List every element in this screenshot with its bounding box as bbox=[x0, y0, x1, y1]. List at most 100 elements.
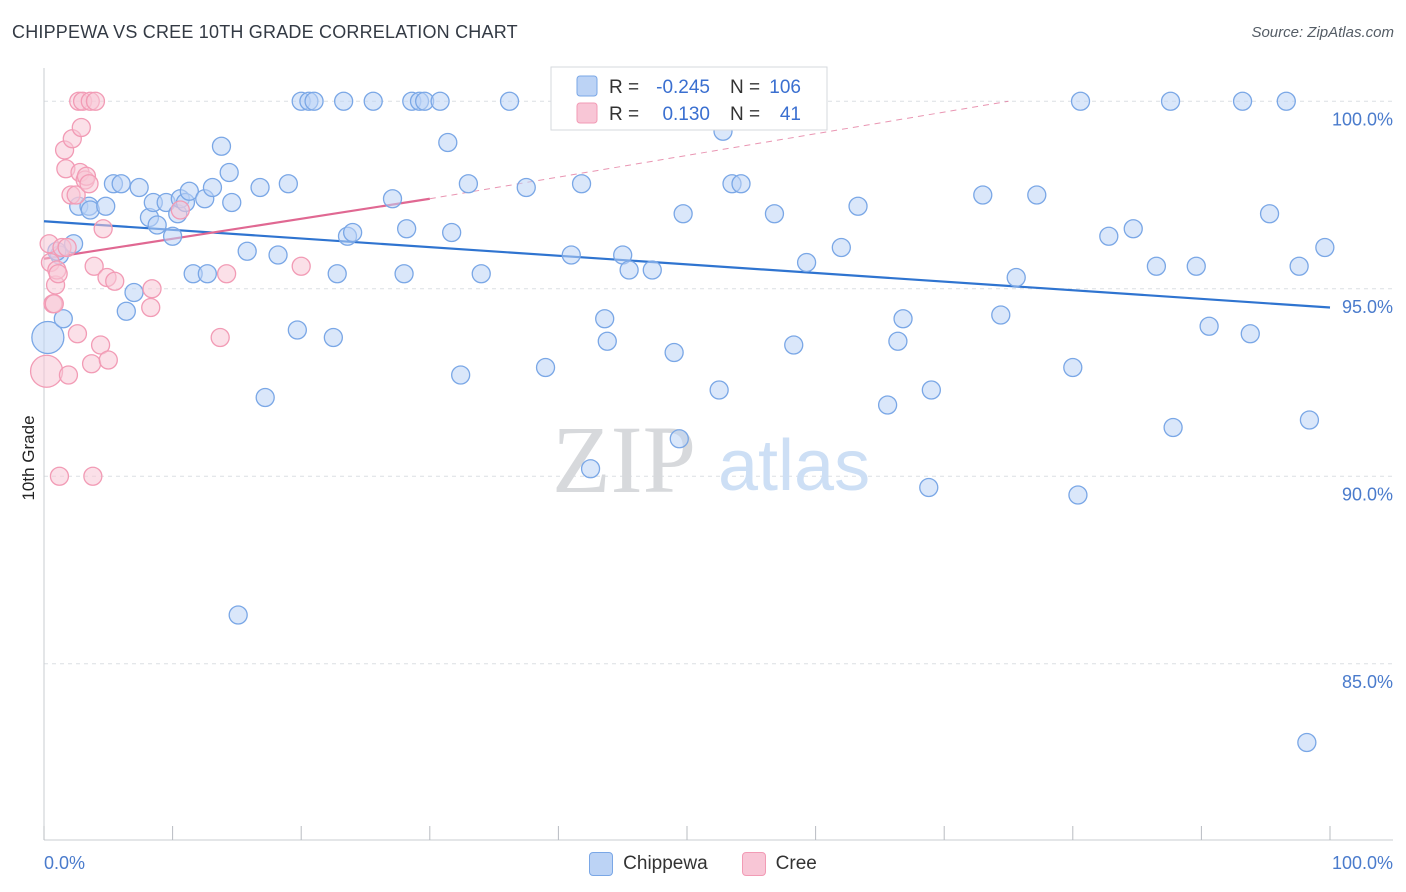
series-legend-chippewa: Chippewa bbox=[589, 852, 708, 876]
point-chippewa bbox=[709, 380, 729, 400]
trend-lines bbox=[43, 100, 1331, 309]
point-chippewa bbox=[919, 477, 939, 498]
point-chippewa bbox=[1297, 732, 1317, 753]
point-cree bbox=[79, 174, 99, 194]
legend-n-label-cree: N = bbox=[730, 104, 760, 125]
point-chippewa bbox=[397, 219, 417, 239]
point-chippewa bbox=[211, 136, 232, 156]
legend-r-label-cree: R = bbox=[609, 104, 639, 125]
point-chippewa bbox=[499, 91, 520, 111]
point-chippewa bbox=[255, 387, 275, 408]
series-label-chippewa: Chippewa bbox=[623, 853, 708, 874]
point-chippewa bbox=[848, 196, 868, 216]
point-chippewa bbox=[619, 260, 639, 280]
point-chippewa bbox=[116, 301, 136, 321]
point-chippewa bbox=[516, 177, 536, 198]
point-chippewa bbox=[53, 309, 73, 329]
legend-swatch-cree bbox=[576, 102, 598, 124]
point-cree bbox=[170, 200, 190, 220]
point-cree bbox=[66, 185, 86, 205]
series-swatch-cree bbox=[741, 852, 766, 876]
point-chippewa bbox=[268, 245, 288, 265]
point-chippewa bbox=[342, 222, 363, 243]
point-cree bbox=[210, 327, 230, 348]
point-chippewa bbox=[31, 320, 65, 355]
point-chippewa bbox=[1276, 91, 1296, 111]
point-chippewa bbox=[304, 91, 324, 111]
point-chippewa bbox=[1099, 226, 1119, 246]
point-chippewa bbox=[1160, 91, 1181, 111]
point-chippewa bbox=[438, 132, 458, 153]
point-chippewa bbox=[458, 174, 479, 194]
point-chippewa bbox=[1240, 324, 1260, 344]
point-cree bbox=[81, 354, 102, 374]
point-cree bbox=[291, 256, 311, 276]
point-chippewa bbox=[129, 177, 149, 198]
point-cree bbox=[71, 117, 91, 138]
point-cree bbox=[83, 466, 103, 486]
point-chippewa bbox=[664, 342, 684, 363]
point-chippewa bbox=[561, 245, 581, 265]
point-chippewa bbox=[731, 174, 751, 194]
point-chippewa bbox=[278, 174, 298, 194]
point-cree bbox=[85, 91, 106, 111]
point-cree bbox=[57, 237, 77, 258]
point-chippewa bbox=[893, 309, 913, 329]
y-tick-label: 100.0% bbox=[1332, 109, 1393, 129]
point-chippewa bbox=[96, 196, 116, 216]
legend-swatch-chippewa bbox=[576, 75, 598, 97]
point-chippewa bbox=[642, 260, 662, 280]
point-chippewa bbox=[111, 174, 131, 194]
point-chippewa bbox=[382, 189, 403, 209]
point-chippewa bbox=[323, 327, 344, 348]
watermark-zip: ZIP bbox=[552, 406, 696, 513]
point-chippewa bbox=[973, 185, 993, 205]
point-chippewa bbox=[430, 91, 450, 111]
point-chippewa bbox=[333, 91, 354, 111]
point-chippewa bbox=[179, 181, 199, 201]
point-cree bbox=[67, 324, 88, 344]
legend-r-value-chippewa: -0.245 bbox=[656, 77, 710, 98]
series-swatch-chippewa bbox=[589, 852, 614, 876]
point-cree bbox=[48, 264, 68, 284]
point-cree bbox=[216, 264, 237, 284]
trend-line-cree bbox=[43, 197, 430, 260]
point-chippewa bbox=[197, 264, 217, 284]
point-chippewa bbox=[147, 215, 167, 235]
point-chippewa bbox=[451, 365, 471, 385]
series-legend-cree: Cree bbox=[741, 852, 817, 876]
point-cree bbox=[84, 256, 104, 276]
point-cree bbox=[105, 271, 125, 291]
point-chippewa bbox=[784, 335, 804, 355]
point-chippewa bbox=[1289, 256, 1309, 276]
point-chippewa bbox=[237, 241, 257, 261]
axes bbox=[43, 68, 1393, 841]
point-cree bbox=[49, 466, 70, 486]
point-chippewa bbox=[287, 320, 307, 340]
point-chippewa bbox=[1027, 185, 1047, 205]
point-chippewa bbox=[1063, 357, 1083, 378]
point-chippewa bbox=[162, 226, 183, 246]
point-chippewa bbox=[363, 91, 383, 111]
point-chippewa bbox=[222, 192, 242, 213]
point-cree bbox=[98, 350, 118, 370]
point-chippewa bbox=[1259, 204, 1280, 224]
stats-legend: R = -0.245 N = 106 R = 0.130 N = 41 bbox=[550, 66, 828, 131]
legend-r-value-cree: 0.130 bbox=[662, 104, 710, 125]
point-chippewa bbox=[580, 459, 601, 479]
point-cree bbox=[93, 219, 113, 239]
point-chippewa bbox=[1199, 316, 1219, 336]
point-chippewa bbox=[228, 605, 248, 625]
point-chippewa bbox=[471, 264, 491, 284]
legend-n-label-chippewa: N = bbox=[730, 77, 760, 98]
point-chippewa bbox=[764, 204, 785, 224]
series-legend: Chippewa Cree bbox=[0, 852, 1406, 876]
point-chippewa bbox=[1163, 417, 1183, 438]
point-chippewa bbox=[1299, 410, 1320, 430]
point-chippewa bbox=[796, 252, 817, 273]
point-cree bbox=[90, 335, 111, 355]
point-chippewa bbox=[595, 309, 615, 329]
point-chippewa bbox=[535, 357, 556, 378]
point-chippewa bbox=[219, 162, 239, 183]
